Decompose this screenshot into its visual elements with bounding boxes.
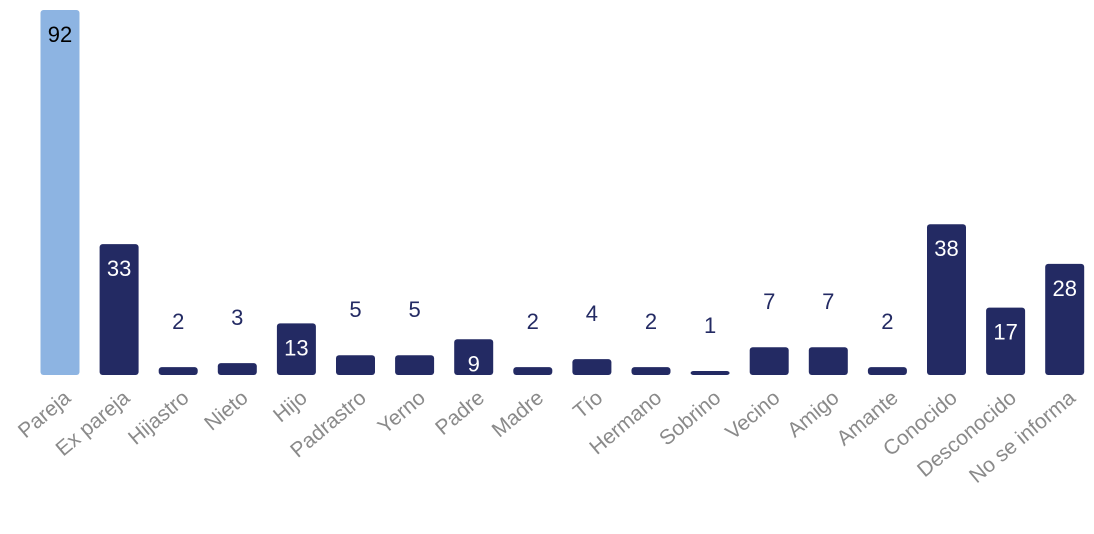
x-tick-label-madre: Madre — [488, 386, 548, 442]
value-label-padre: 9 — [468, 351, 480, 376]
value-label-hijastro: 2 — [172, 309, 184, 334]
value-label-ex-pareja: 33 — [107, 256, 131, 281]
bar-padrastro — [336, 355, 375, 375]
bar-amante — [867, 367, 907, 375]
x-tick-label-tio: Tío — [569, 386, 607, 423]
x-tick-label-sobrino: Sobrino — [655, 386, 725, 450]
x-tick-label-hijastro: Hijastro — [124, 386, 193, 449]
bar-nieto — [217, 363, 257, 375]
x-tick-label-vecino: Vecino — [721, 386, 784, 444]
x-tick-label-yerno: Yerno — [374, 386, 430, 438]
bar-sobrino — [690, 371, 730, 375]
x-tick-label-no-se-informa: No se informa — [965, 386, 1080, 488]
value-label-desconocido: 17 — [993, 320, 1017, 345]
bar-hijastro — [158, 367, 198, 375]
bar-hermano — [631, 367, 671, 375]
value-label-amigo: 7 — [822, 289, 834, 314]
bar-madre — [513, 367, 553, 375]
value-label-madre: 2 — [527, 309, 539, 334]
value-label-tio: 4 — [586, 301, 598, 326]
value-label-no-se-informa: 28 — [1052, 276, 1076, 301]
bar-pareja — [40, 10, 80, 375]
value-label-conocido: 38 — [934, 236, 958, 261]
value-label-amante: 2 — [881, 309, 893, 334]
value-label-vecino: 7 — [763, 289, 775, 314]
bar-hijo — [276, 323, 316, 375]
value-label-hermano: 2 — [645, 309, 657, 334]
value-label-sobrino: 1 — [704, 313, 716, 338]
bar-vecino — [749, 347, 789, 375]
bars-group — [40, 10, 1085, 375]
value-label-nieto: 3 — [231, 305, 243, 330]
bar-conocido — [927, 224, 966, 375]
bar-desconocido — [986, 307, 1026, 375]
x-tick-label-padre: Padre — [431, 386, 489, 440]
value-label-yerno: 5 — [408, 297, 420, 322]
bar-tio — [572, 359, 612, 375]
bar-amigo — [808, 347, 848, 375]
value-label-pareja: 92 — [48, 22, 72, 47]
bar-ex-pareja — [99, 244, 139, 375]
bar-yerno — [395, 355, 435, 375]
x-tick-label-nieto: Nieto — [200, 386, 252, 435]
bar-padre — [454, 339, 494, 375]
value-label-hijo: 13 — [284, 335, 308, 360]
bar-no-se-informa — [1045, 263, 1085, 375]
value-label-padrastro: 5 — [349, 297, 361, 322]
x-tick-label-hijo: Hijo — [269, 386, 312, 427]
